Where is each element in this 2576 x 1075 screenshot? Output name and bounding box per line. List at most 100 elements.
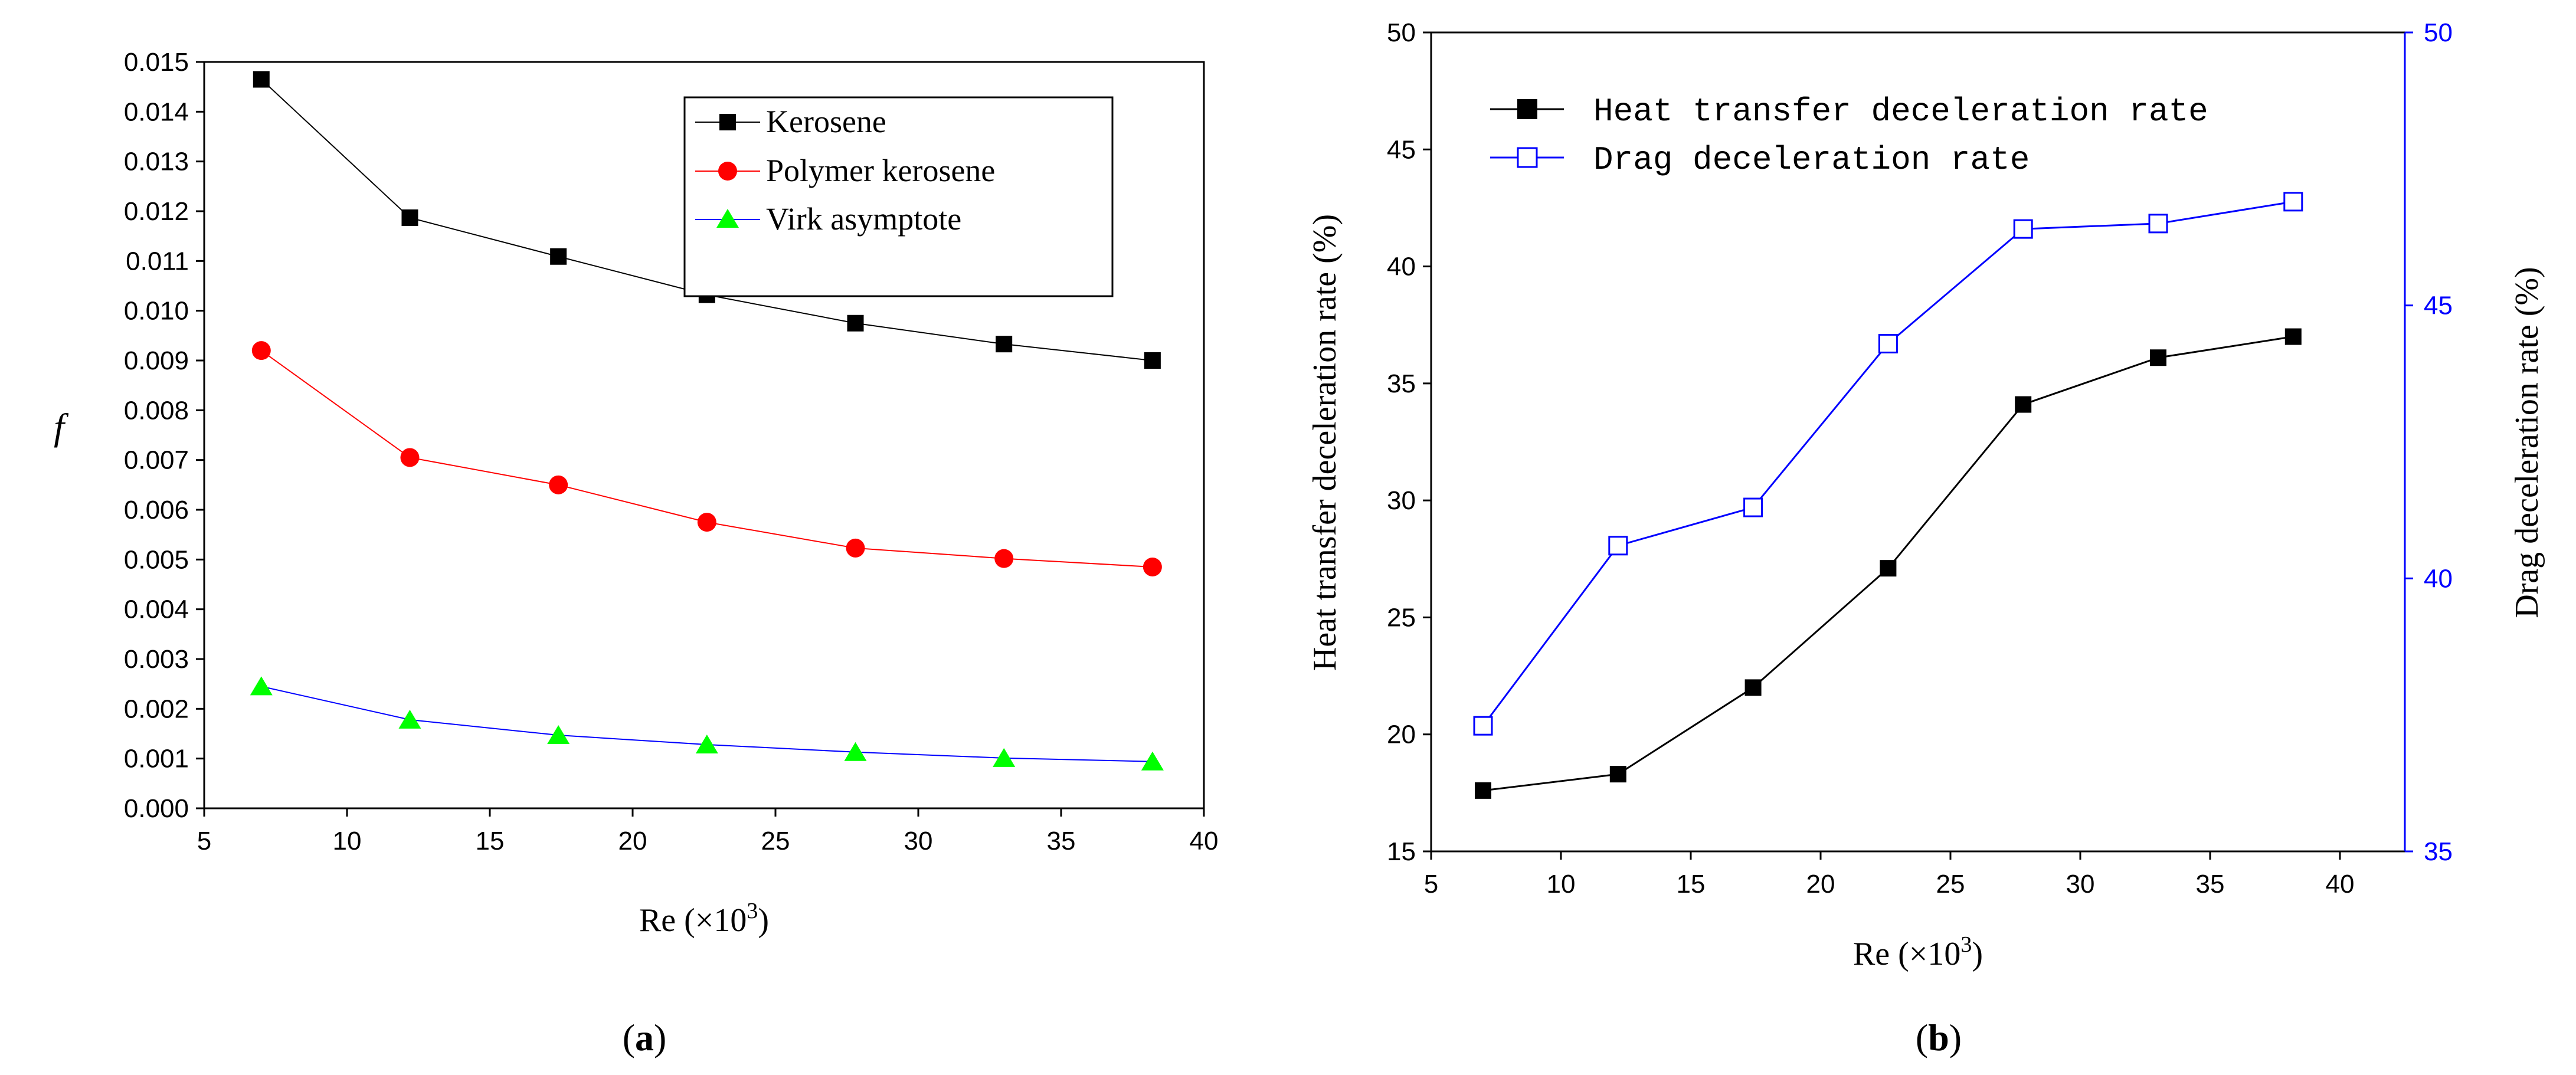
chart-b-panel-open: ( <box>1916 1017 1928 1058</box>
legend-a-label-kerosene: Kerosene <box>766 104 886 139</box>
chart-b-point-1-3 <box>1878 333 1898 353</box>
chart-a-point-2-3 <box>695 735 718 754</box>
chart-a-ytick-label: 0.007 <box>124 446 189 475</box>
chart-a-ytick-label: 0.005 <box>124 545 189 574</box>
chart-a-point-2-2 <box>547 725 570 745</box>
chart-a-point-1-3 <box>697 513 716 532</box>
chart-a-xtick-label: 5 <box>197 827 211 856</box>
chart-a-point-2-5 <box>993 748 1016 767</box>
chart-a-xtick-label: 25 <box>761 827 790 856</box>
chart-a-legend-box <box>683 96 1114 297</box>
chart-a-point-1-1 <box>400 448 420 467</box>
chart-a-point-1-4 <box>846 538 865 558</box>
chart-a-point-0-0 <box>253 71 270 88</box>
chart-a-point-0-4 <box>847 314 864 332</box>
chart-a-ytick-label: 0.006 <box>124 496 189 525</box>
chart-b-panel-close: ) <box>1949 1017 1962 1058</box>
chart-a-xtick-label: 40 <box>1190 827 1219 856</box>
chart-b-xtick-label: 20 <box>1806 870 1835 899</box>
chart-b-xtick-label: 10 <box>1547 870 1576 899</box>
chart-a-point-1-6 <box>1143 557 1162 576</box>
chart-a-ytick-label: 0.011 <box>126 247 189 276</box>
chart-b-point-0-0 <box>1475 782 1491 799</box>
chart-b-ytick-label: 40 <box>1387 253 1416 281</box>
chart-b-ytick-label: 45 <box>1387 135 1416 164</box>
chart-b-y2tick-label: 40 <box>2424 564 2453 593</box>
chart-a-xtick-label: 20 <box>618 827 647 856</box>
chart-b-xtick-label: 25 <box>1936 870 1965 899</box>
chart-b-xtick-label: 15 <box>1677 870 1706 899</box>
chart-a-ytick-label: 0.013 <box>124 148 189 176</box>
chart-a-xtick-label: 10 <box>333 827 362 856</box>
chart-b-xlabel-text: Re (×10 <box>1853 936 1960 972</box>
chart-a: 5 10 15 20 25 30 35 40 0.000 0.001 0.002 0.003 0.004… <box>54 48 1218 1058</box>
legend-a-marker-virk <box>716 209 739 228</box>
chart-a-xlabel: Re (×103) <box>639 899 769 939</box>
chart-a-point-0-6 <box>1144 352 1161 369</box>
chart-a-panel-close: ) <box>654 1017 666 1058</box>
chart-b-xlabel-sup: 3 <box>1960 932 1972 957</box>
chart-b-ytick-label: 35 <box>1387 369 1416 398</box>
chart-b-point-1-0 <box>1473 716 1493 736</box>
chart-b-xlabel: Re (×103) <box>1853 932 1983 972</box>
chart-a-point-0-2 <box>550 248 567 265</box>
chart-b-y2tick-label: 50 <box>2424 18 2453 47</box>
chart-a-panel-letter: a <box>635 1017 654 1058</box>
chart-a-ytick-label: 0.003 <box>124 645 189 674</box>
chart-a-point-1-5 <box>994 549 1014 568</box>
chart-b-y2tick-label: 45 <box>2424 291 2453 320</box>
chart-b-point-1-5 <box>2148 214 2168 234</box>
chart-a-plot-frame <box>203 61 1205 809</box>
chart-a-ytick-label: 0.004 <box>124 595 189 624</box>
chart-b-point-1-4 <box>2013 219 2033 239</box>
chart-b-y2tick-label: 35 <box>2424 837 2453 866</box>
chart-b-xtick-label: 30 <box>2066 870 2095 899</box>
chart-b-xtick-label: 40 <box>2326 870 2355 899</box>
chart-b-ytick-label: 25 <box>1387 603 1416 632</box>
chart-a-ytick-label: 0.008 <box>124 396 189 425</box>
legend-b-label-drag: Drag deceleration rate <box>1593 141 2030 179</box>
chart-a-legend: Kerosene Polymer kerosene Virk asymptote <box>683 96 1114 297</box>
chart-b-panel-label: (b) <box>1916 1017 1962 1058</box>
legend-b-label-heat: Heat transfer deceleration rate <box>1593 93 2208 130</box>
chart-b-series-group <box>1473 192 2303 799</box>
chart-a-point-1-0 <box>251 341 271 360</box>
chart-a-point-0-5 <box>996 336 1013 353</box>
legend-a-label-polymer: Polymer kerosene <box>766 153 995 188</box>
chart-a-point-2-1 <box>398 709 421 729</box>
chart-b-ylabel: Heat transfer deceleration rate (%) <box>1307 214 1343 671</box>
chart-a-series-group <box>250 71 1164 771</box>
chart-b-legend: Heat transfer deceleration rate Drag dec… <box>1490 93 2208 179</box>
chart-b-xtick-label: 35 <box>2196 870 2225 899</box>
chart-a-ytick-label: 0.009 <box>124 346 189 375</box>
chart-b-point-1-1 <box>1608 536 1628 556</box>
chart-a-xtick-label: 35 <box>1047 827 1076 856</box>
chart-b-ytick-label: 30 <box>1387 486 1416 515</box>
chart-b-point-0-2 <box>1744 679 1762 696</box>
chart-b-point-1-2 <box>1743 497 1763 517</box>
chart-a-ytick-label: 0.010 <box>124 297 189 326</box>
chart-a-panel-label: (a) <box>623 1017 667 1058</box>
chart-a-point-2-4 <box>844 742 867 761</box>
chart-b-ytick-label: 15 <box>1387 837 1416 866</box>
chart-a-point-2-6 <box>1141 751 1164 771</box>
chart-a-ytick-label: 0.000 <box>124 794 189 823</box>
chart-b-point-1-6 <box>2283 192 2303 212</box>
chart-b-point-0-1 <box>1609 766 1626 783</box>
chart-b-ytick-label: 50 <box>1387 18 1416 47</box>
chart-a-point-1-2 <box>549 475 568 494</box>
chart-b-point-0-3 <box>1880 560 1897 577</box>
chart-a-ytick-label: 0.002 <box>124 694 189 723</box>
chart-a-xlabel-text: Re (×10 <box>639 902 747 939</box>
chart-a-xtick-label: 30 <box>904 827 933 856</box>
legend-b-marker-heat <box>1517 99 1537 119</box>
legend-a-marker-kerosene <box>719 114 736 130</box>
legend-a-label-virk: Virk asymptote <box>766 201 961 237</box>
chart-b-y2label: Drag deceleration rate (%) <box>2509 267 2545 618</box>
chart-a-ticks: 5 10 15 20 25 30 35 40 0.000 0.001 0.002 0.003 0.004… <box>124 48 1219 856</box>
chart-a-panel-open: ( <box>623 1017 635 1058</box>
chart-b-point-0-4 <box>2015 396 2032 413</box>
chart-b-point-0-6 <box>2284 328 2302 345</box>
